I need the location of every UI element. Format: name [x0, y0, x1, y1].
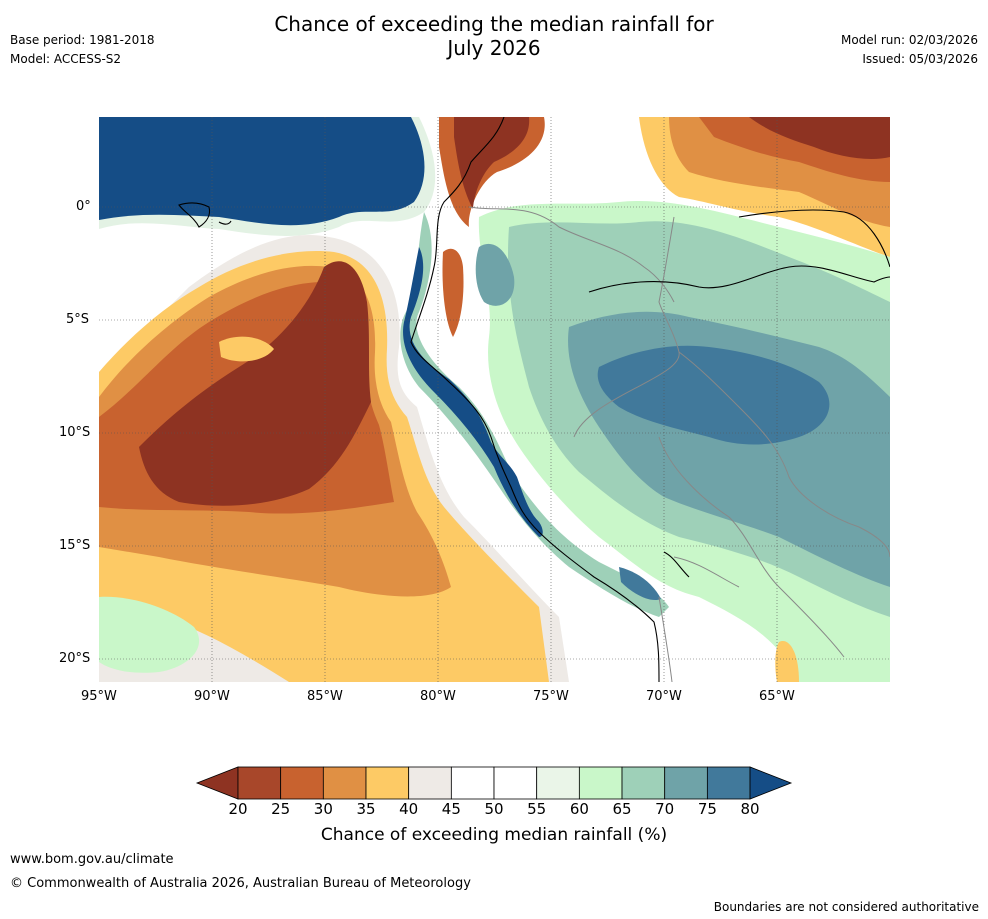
colorbar-swatch-0: [237, 766, 282, 800]
model-run: Model run: 02/03/2026: [840, 33, 978, 47]
colorbar-tick-20: 20: [228, 800, 248, 818]
colorbar-swatch-6: [493, 766, 538, 800]
lon-label-90w: 90°W: [194, 689, 230, 704]
region-dry-pacific-20: [139, 261, 371, 506]
colorbar-swatch-10: [664, 766, 708, 800]
colorbar-tick-50: 50: [484, 800, 504, 818]
colorbar-extend-high: [749, 766, 793, 800]
graticule: [99, 117, 890, 682]
colorbar-tick-55: 55: [527, 800, 547, 818]
lon-label-85w: 85°W: [307, 689, 343, 704]
region-wet-interior-patch: [475, 243, 515, 306]
colorbar-tick-75: 75: [697, 800, 717, 818]
lon-label-65w: 65°W: [759, 689, 795, 704]
colorbar-tick-30: 30: [313, 800, 333, 818]
website-link[interactable]: www.bom.gov.au/climate: [10, 852, 174, 867]
country-boundaries: [468, 206, 890, 682]
colorbar-tick-80: 80: [740, 800, 760, 818]
colorbar-label: Chance of exceeding median rainfall (%): [320, 825, 668, 845]
region-dry-caribbean-20: [749, 117, 890, 159]
colorbar-extend-low: [195, 766, 239, 800]
issued-date: Issued: 05/03/2026: [862, 52, 978, 66]
colorbar-swatch-1: [280, 766, 324, 800]
copyright: © Commonwealth of Australia 2026, Austra…: [10, 876, 471, 891]
lat-label-10s: 10°S: [59, 425, 91, 440]
region-wet-sw: [99, 596, 200, 673]
base-period: Base period: 1981-2018: [10, 33, 155, 47]
region-very-wet-pacific-core: [99, 117, 425, 226]
region-wet-coast-band: [400, 212, 669, 617]
colorbar-swatch-8: [578, 766, 623, 800]
colorbar-swatch-11: [706, 766, 751, 800]
lon-label-80w: 80°W: [420, 689, 456, 704]
colorbar-tick-25: 25: [271, 800, 291, 818]
region-wet-interior-80: [597, 345, 830, 445]
region-dry-spot-south: [775, 641, 799, 682]
model-name: Model: ACCESS-S2: [10, 52, 122, 66]
colorbar-swatch-7: [536, 766, 580, 800]
colorbar-tick-70: 70: [655, 800, 675, 818]
colorbar-swatch-4: [408, 766, 452, 800]
disclaimer: Boundaries are not considered authoritat…: [713, 900, 979, 914]
colorbar: [195, 766, 793, 800]
colorbar-tick-60: 60: [569, 800, 589, 818]
lat-label-20s: 20°S: [59, 651, 91, 666]
title-line-1: Chance of exceeding the median rainfall …: [274, 12, 714, 36]
lat-label-0: 0°: [76, 199, 91, 214]
colorbar-swatch-5: [450, 766, 495, 800]
colorbar-tick-45: 45: [441, 800, 461, 818]
lon-label-95w: 95°W: [81, 689, 117, 704]
region-dry-ecuador-south: [442, 248, 464, 337]
lat-label-15s: 15°S: [59, 538, 91, 553]
region-wet-coast-spot: [619, 567, 661, 601]
lat-label-5s: 5°S: [66, 312, 90, 327]
region-moist-spot: [219, 336, 274, 362]
colorbar-swatch-9: [621, 766, 666, 800]
rainfall-map: [99, 117, 890, 682]
region-dry-ecuador-inner: [454, 117, 530, 209]
colorbar-tick-35: 35: [356, 800, 376, 818]
title-line-2: July 2026: [447, 36, 541, 60]
region-wet-coast-core: [403, 247, 543, 537]
colorbar-swatch-2: [322, 766, 367, 800]
coastlines: [178, 117, 890, 682]
colorbar-tick-40: 40: [399, 800, 419, 818]
map-title: Chance of exceeding the median rainfall …: [0, 12, 988, 60]
lon-label-75w: 75°W: [533, 689, 569, 704]
colorbar-swatch-3: [365, 766, 410, 800]
colorbar-tick-65: 65: [612, 800, 632, 818]
lon-label-70w: 70°W: [646, 689, 682, 704]
